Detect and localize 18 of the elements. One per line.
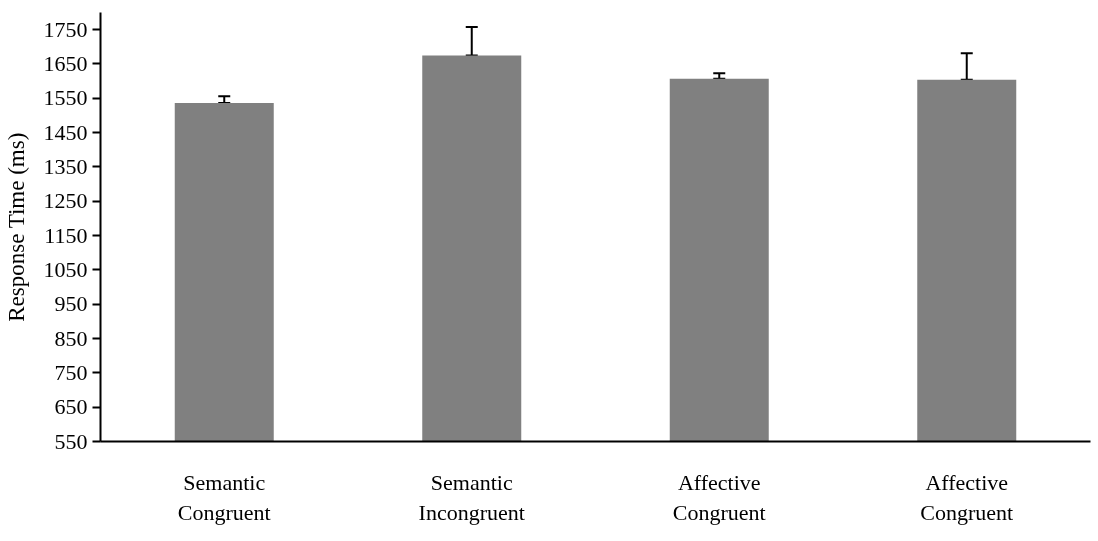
y-tick-label: 950 — [54, 291, 88, 317]
y-tick-label: 1150 — [44, 222, 88, 248]
y-tick-label: 1050 — [43, 256, 88, 282]
y-tick-label: 1350 — [43, 153, 88, 179]
x-tick-label: Semantic Incongruent — [418, 469, 525, 525]
y-tick-label: 1750 — [43, 16, 88, 42]
x-tick-label: Semantic Congruent — [177, 469, 271, 525]
y-axis-title: Response Time (ms) — [3, 132, 29, 322]
y-tick-label: 650 — [54, 394, 88, 420]
y-tick-label: 1250 — [43, 188, 88, 214]
y-tick-label: 1650 — [43, 50, 88, 76]
x-tick-label: Affective Congruent — [920, 469, 1014, 525]
x-tick-label: Affective Congruent — [672, 469, 766, 525]
y-tick-label: 550 — [54, 428, 88, 454]
y-tick-label: 850 — [54, 325, 88, 351]
y-tick-label: 750 — [54, 359, 88, 385]
y-tick-label: 1550 — [43, 85, 88, 111]
y-tick-label: 1450 — [43, 119, 88, 145]
